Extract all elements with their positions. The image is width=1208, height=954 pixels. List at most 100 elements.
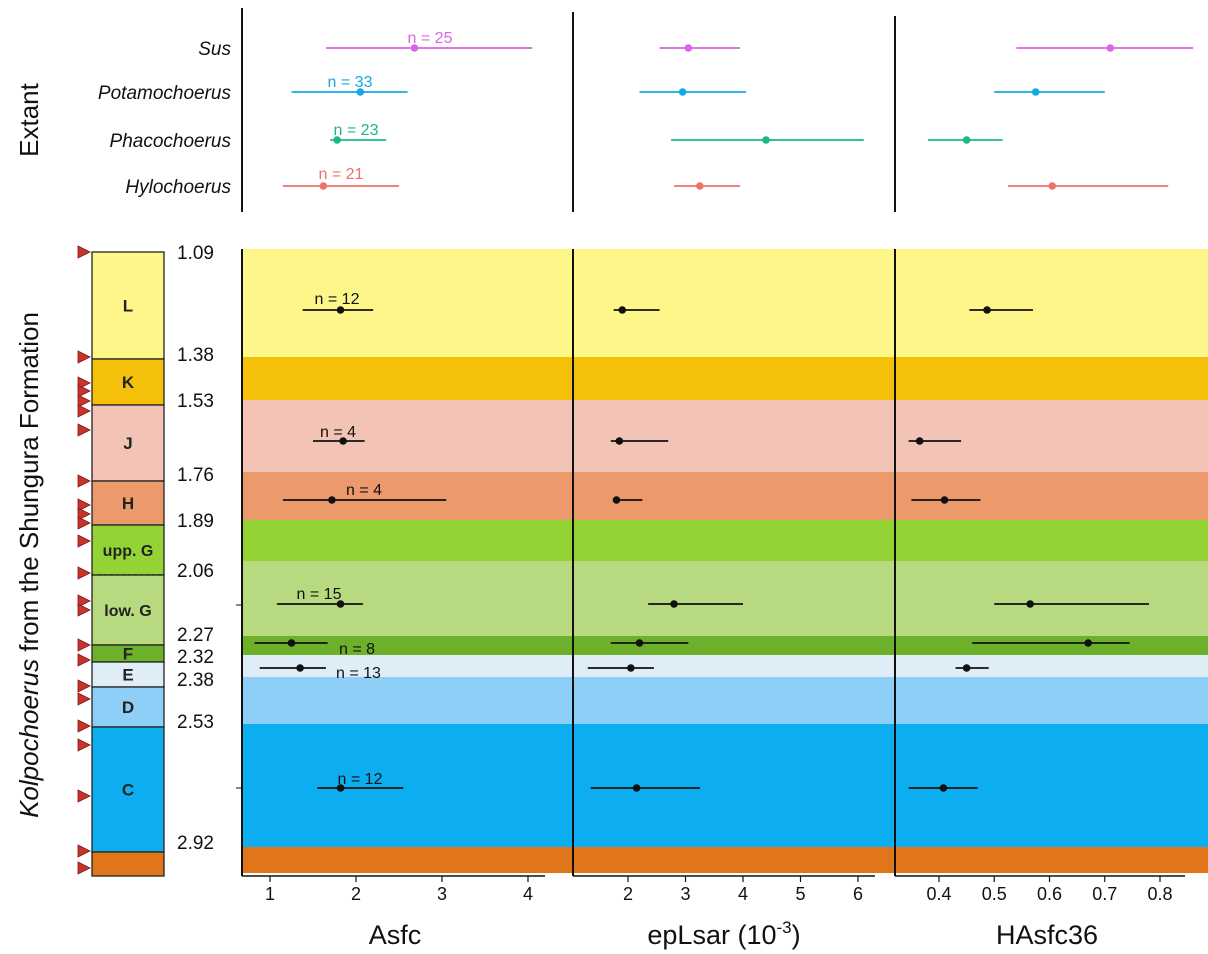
x-tick-label: 4 xyxy=(738,884,748,904)
x-tick-label: 5 xyxy=(795,884,805,904)
hylochoerus-eplsar-point xyxy=(696,182,704,190)
sus-hasfc36-point xyxy=(1106,44,1115,52)
member-band-e xyxy=(242,655,1208,677)
x-tick-label: 0.4 xyxy=(926,884,951,904)
sample-marker-triangle xyxy=(77,474,91,488)
sample-marker-triangle xyxy=(77,423,91,437)
member-lowg-asfc-point xyxy=(336,600,345,608)
column-unit-b xyxy=(91,851,165,877)
sus-eplsar-point xyxy=(684,44,693,52)
extant-label: Extant xyxy=(14,82,44,156)
member-lowg-hasfc36-point xyxy=(1026,600,1034,608)
n-label-member-lowg: n = 15 xyxy=(297,586,342,603)
x-axis-label-asfc: Asfc xyxy=(369,920,422,950)
n-label-hylochoerus: n = 21 xyxy=(319,166,364,183)
column-unit-c xyxy=(91,726,165,853)
sus-asfc-point xyxy=(410,44,419,52)
member-band-d xyxy=(242,677,1208,724)
sample-marker-triangle xyxy=(77,738,91,752)
n-label-phacochoerus: n = 23 xyxy=(334,122,379,139)
column-unit-e xyxy=(91,661,165,688)
taxon-label-hylochoerus: Hylochoerus xyxy=(125,177,231,198)
sample-marker-triangle xyxy=(77,394,91,408)
x-tick-label: 0.8 xyxy=(1147,884,1172,904)
column-unit-d xyxy=(91,686,165,728)
member-l-eplsar-point xyxy=(618,306,627,314)
member-band-b xyxy=(242,847,1208,873)
sample-marker-triangle xyxy=(77,498,91,512)
phacochoerus-eplsar-point xyxy=(762,136,770,144)
column-label-l: L xyxy=(123,297,133,316)
member-c-hasfc36-point xyxy=(939,784,948,792)
member-f-hasfc36-point xyxy=(1084,639,1092,647)
age-label: 2.53 xyxy=(177,712,214,733)
member-e-hasfc36-point xyxy=(962,664,971,672)
n-label-member-c: n = 12 xyxy=(338,771,383,788)
x-tick-label: 3 xyxy=(437,884,447,904)
member-band-j xyxy=(242,400,1208,472)
column-label-d: D xyxy=(122,698,134,717)
age-label: 2.92 xyxy=(177,833,214,854)
member-lowg-eplsar-point xyxy=(670,600,678,608)
n-label-member-e: n = 13 xyxy=(336,665,381,682)
member-l-hasfc36-point xyxy=(983,306,991,314)
age-label: 2.27 xyxy=(177,625,214,646)
x-tick-label: 2 xyxy=(623,884,633,904)
sample-marker-triangle xyxy=(77,507,91,521)
member-band-c xyxy=(242,724,1208,847)
sample-marker-triangle xyxy=(77,376,91,390)
sample-marker-triangle xyxy=(77,384,91,398)
member-f-eplsar-point xyxy=(635,639,644,647)
x-tick-label: 1 xyxy=(265,884,275,904)
member-c-asfc-point xyxy=(336,784,345,792)
x-tick-label: 2 xyxy=(351,884,361,904)
column-label-k: K xyxy=(122,373,135,392)
column-label-f: F xyxy=(123,645,133,664)
member-c-eplsar-point xyxy=(632,784,641,792)
taxon-label-potamochoerus: Potamochoerus xyxy=(98,83,232,104)
n-label-sus: n = 25 xyxy=(408,30,453,47)
x-axis-label-eplsar: epLsar (10-3) xyxy=(647,918,800,950)
sample-marker-triangle xyxy=(77,594,91,608)
sample-marker-triangle xyxy=(77,350,91,364)
n-label-member-l: n = 12 xyxy=(315,291,360,308)
age-label: 1.09 xyxy=(177,243,214,264)
fossil-label: Kolpochoerus from the Shungura Formation xyxy=(14,312,44,818)
member-band-uppg xyxy=(242,520,1208,561)
age-label: 2.38 xyxy=(177,670,214,691)
sample-marker-triangle xyxy=(77,603,91,617)
potamochoerus-hasfc36-point xyxy=(1031,88,1040,96)
column-label-c: C xyxy=(122,781,134,800)
taxon-label-phacochoerus: Phacochoerus xyxy=(110,131,232,152)
member-j-hasfc36-point xyxy=(915,437,924,445)
point-ranges: n = 25 n = 33 n = 23 n = 21 n = 12 n = 4 n = 4… xyxy=(254,30,1194,792)
column-unit-h xyxy=(91,480,165,526)
column-label-uppg: upp. G xyxy=(103,543,154,560)
hylochoerus-hasfc36-point xyxy=(1048,182,1057,190)
member-bands xyxy=(242,249,1208,873)
stratigraphic-column: L 1.09 K 1.38 J 1.53 H 1.76 upp. G 1.89 low. G 2.06… xyxy=(77,243,214,877)
x-tick-label: 6 xyxy=(853,884,863,904)
potamochoerus-asfc-point xyxy=(356,88,365,96)
column-label-e: E xyxy=(122,666,133,685)
sample-marker-triangle xyxy=(77,789,91,803)
member-j-asfc-point xyxy=(339,437,347,445)
potamochoerus-eplsar-point xyxy=(678,88,687,96)
column-label-lowg: low. G xyxy=(104,603,151,620)
member-l-asfc-point xyxy=(336,306,345,314)
sample-marker-triangle xyxy=(77,679,91,693)
eplsar-label-exp: -3 xyxy=(776,918,791,937)
member-f-asfc-point xyxy=(287,639,296,647)
fossil-label-rest: from the Shungura Formation xyxy=(14,312,44,659)
sample-marker-triangle xyxy=(77,844,91,858)
age-label: 1.38 xyxy=(177,345,214,366)
sample-marker-triangle xyxy=(77,719,91,733)
sample-marker-triangle xyxy=(77,534,91,548)
sample-marker-triangle xyxy=(77,692,91,706)
column-unit-j xyxy=(91,404,165,482)
sample-marker-triangle xyxy=(77,404,91,418)
column-unit-k xyxy=(91,358,165,406)
column-unit-lowg xyxy=(91,574,165,646)
column-label-j: J xyxy=(123,434,132,453)
